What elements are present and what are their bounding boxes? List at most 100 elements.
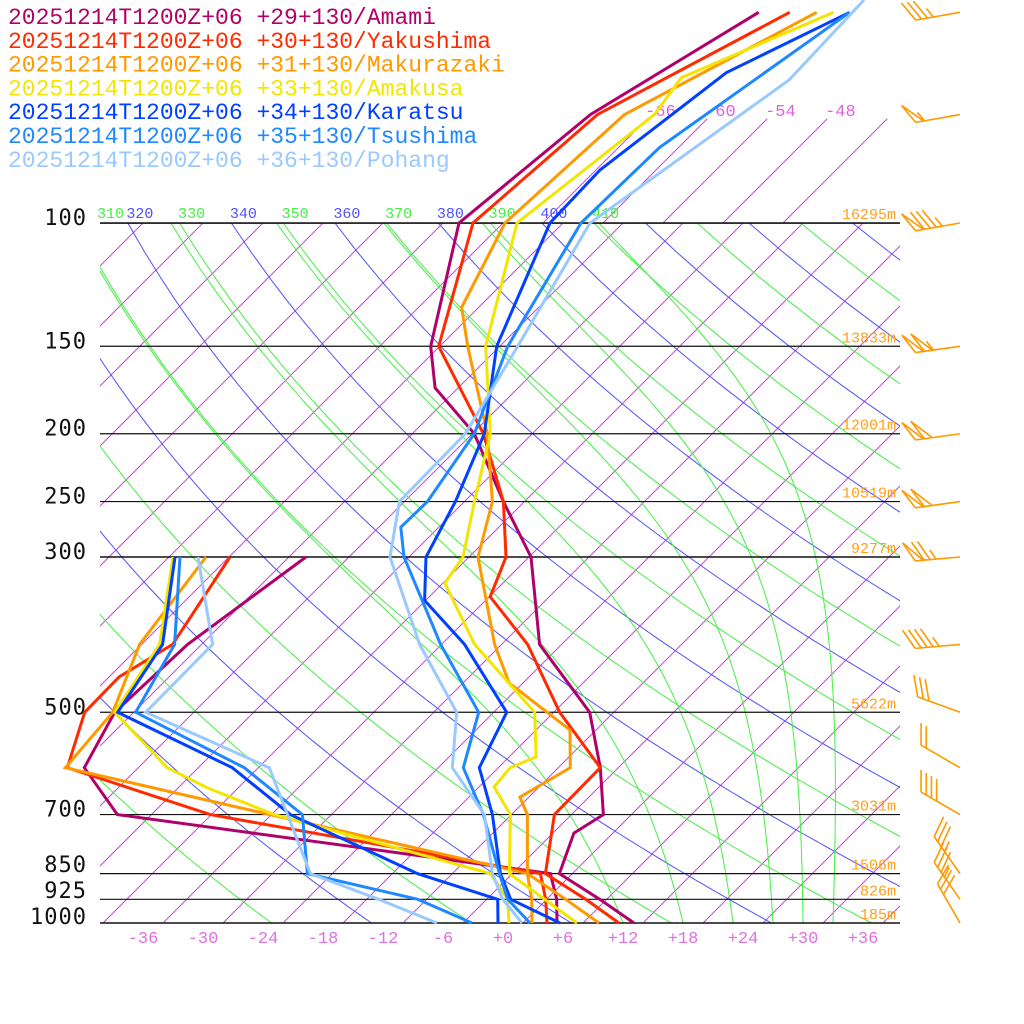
moist-adiabat-line (481, 223, 804, 923)
isotherm-line (100, 223, 684, 807)
isotherm-line (822, 845, 900, 923)
height-label: 16295m (842, 207, 896, 224)
barb-full (909, 211, 926, 230)
barb-full (900, 2, 917, 21)
isotherm-line (100, 223, 264, 387)
moist-adiabat-line (100, 270, 624, 923)
barb-shaft (920, 744, 961, 769)
isotherm-line (100, 223, 324, 447)
dewpoint-line (133, 556, 473, 925)
temperature-tick-label: +12 (608, 930, 639, 949)
wind-barb (901, 333, 961, 354)
dry-adiabat-line (645, 223, 900, 427)
barb-pennant (900, 213, 925, 232)
pressure-label: 700 (44, 798, 87, 823)
wind-barb (933, 842, 961, 900)
dry-adiabat-line (593, 223, 900, 470)
wind-barb (900, 209, 961, 232)
isotherm-line (0, 223, 23, 923)
barb-shaft (933, 861, 961, 900)
dewpoint-line (143, 556, 438, 925)
height-label: 185m (860, 907, 896, 924)
theta-label: 370 (385, 206, 412, 223)
pressure-label: 500 (44, 695, 87, 720)
height-label: 1506m (851, 858, 896, 875)
barb-full (940, 851, 952, 873)
barb-half (925, 340, 934, 351)
station-profile (62, 10, 818, 925)
wind-barb (920, 769, 961, 816)
barb-full (933, 816, 945, 838)
barb-full (933, 842, 945, 863)
pressure-label: 850 (44, 853, 87, 878)
legend-entry: 20251214T1200Z+06 +34+130/Karatsu (8, 100, 463, 126)
isotherm-line (100, 223, 624, 747)
wind-barb (901, 628, 961, 650)
temperature-tick-label: -6 (433, 930, 453, 949)
theta-label: 350 (282, 206, 309, 223)
wind-barbs (900, 0, 961, 924)
barb-full (936, 864, 950, 885)
isotherm-line (762, 785, 900, 923)
barb-full (936, 847, 948, 868)
barb-half (932, 636, 940, 647)
dry-adiabat-line (696, 223, 900, 385)
barb-full (910, 541, 925, 561)
barb-half (929, 549, 937, 560)
barb-shaft (933, 836, 961, 875)
wind-barb (900, 104, 961, 124)
pressure-label: 250 (44, 485, 87, 510)
theta-label: 310 (97, 206, 124, 223)
barb-full (912, 0, 929, 19)
theta-label: 380 (437, 206, 464, 223)
legend-entry: 20251214T1200Z+06 +31+130/Makurazaki (8, 53, 505, 79)
temperature-line (423, 10, 851, 925)
legend-entry: 20251214T1200Z+06 +30+130/Yakushima (8, 29, 491, 55)
station-profile (82, 11, 760, 925)
temperature-tick-label: +0 (493, 930, 513, 949)
height-label: 3031m (851, 799, 896, 816)
isotherm-label: -54 (765, 103, 796, 122)
isotherm-line (702, 725, 900, 923)
barb-pennant (901, 542, 924, 562)
barb-full (916, 541, 931, 561)
dry-adiabat-line (800, 223, 900, 302)
isotherm-line (100, 223, 384, 507)
legend-entry: 20251214T1200Z+06 +35+130/Tsushima (8, 124, 477, 150)
isotherm-line (100, 223, 504, 627)
temperature-line (437, 10, 791, 925)
barb-full (901, 629, 916, 649)
height-label: 9277m (851, 541, 896, 558)
barb-full (942, 874, 956, 895)
wind-barb (913, 675, 961, 714)
barb-shaft (917, 696, 961, 714)
barb-full (915, 210, 932, 229)
barb-full (936, 821, 948, 842)
temperature-line (443, 10, 835, 925)
pressure-label: 300 (44, 540, 87, 565)
barb-shaft (915, 11, 961, 21)
dry-adiabat-line (127, 223, 900, 888)
theta-label: 390 (489, 206, 516, 223)
barb-full (913, 675, 919, 698)
isotherm-line (542, 118, 648, 224)
pressure-label: 100 (44, 206, 87, 231)
barb-pennant (901, 334, 924, 354)
isotherm-line (402, 425, 900, 923)
temperature-line (429, 11, 760, 925)
barb-full (939, 869, 953, 890)
theta-label: 340 (230, 206, 257, 223)
barb-shaft (920, 791, 961, 816)
dewpoint-line (115, 556, 500, 924)
theta-label: 410 (592, 206, 619, 223)
wind-barb (901, 420, 961, 441)
isotherm-line (582, 605, 900, 923)
barb-half (943, 866, 950, 878)
height-label: 826m (860, 883, 896, 900)
isotherm-line (662, 118, 768, 224)
theta-labels: 310 320 330 340 350 360 370 380 390 400 410 (97, 206, 619, 223)
barb-full (907, 629, 922, 649)
barb-pennant (900, 104, 925, 123)
pressure-label: 200 (44, 417, 87, 442)
isotherm-line (782, 118, 888, 224)
